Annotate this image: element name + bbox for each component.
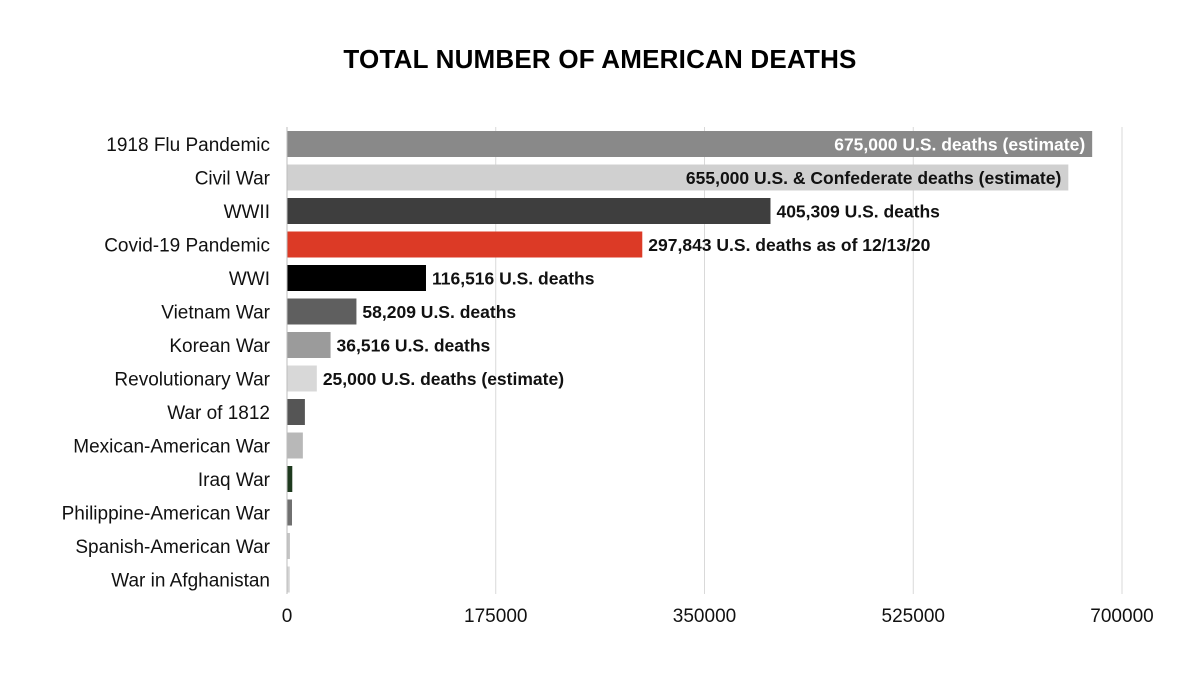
chart-title: TOTAL NUMBER OF AMERICAN DEATHS [343,44,857,74]
bar [287,164,1069,191]
bars [287,131,1093,593]
gridlines [495,127,1123,594]
category-label: Civil War [195,169,271,190]
bar [287,131,1093,157]
bar [287,231,643,258]
x-tick-label: 175000 [464,606,527,627]
category-label: 1918 Flu Pandemic [106,135,270,156]
x-tick-label: 0 [282,606,293,627]
data-label: 675,000 U.S. deaths (estimate) [834,135,1085,155]
bar [287,265,426,291]
bar [287,399,305,425]
labels: 0 175000 350000 525000 700000 1918 Flu Pandem… [62,135,1154,628]
category-label: War in Afghanistan [111,571,270,592]
category-label: Mexican-American War [73,437,270,458]
bar [287,499,293,526]
category-label: Korean War [169,336,270,357]
category-label: Spanish-American War [75,537,270,558]
bar [287,365,317,392]
bar [287,566,290,593]
data-label: 25,000 U.S. deaths (estimate) [323,369,564,389]
data-label: 405,309 U.S. deaths [776,202,940,222]
data-label: 655,000 U.S. & Confederate deaths (estim… [686,168,1061,188]
category-label: WWII [224,202,270,223]
bar [287,332,331,358]
x-tick-label: 700000 [1090,606,1153,627]
category-label: Iraq War [198,470,271,491]
data-label: 116,516 U.S. deaths [432,269,595,289]
data-label: 58,209 U.S. deaths [362,302,516,322]
bar [287,533,290,559]
category-label: War of 1812 [167,403,270,424]
category-label: WWI [229,269,270,290]
x-tick-label: 525000 [882,606,945,627]
bar [287,198,771,224]
bar [287,432,303,459]
category-label: Vietnam War [161,303,270,324]
category-label: Philippine-American War [62,504,271,525]
data-label: 36,516 U.S. deaths [337,336,491,356]
data-label: 297,843 U.S. deaths as of 12/13/20 [648,235,930,255]
category-label: Revolutionary War [114,370,270,391]
bar [287,298,357,325]
bar [287,466,293,492]
category-label: Covid-19 Pandemic [104,236,270,257]
x-tick-label: 350000 [673,606,736,627]
